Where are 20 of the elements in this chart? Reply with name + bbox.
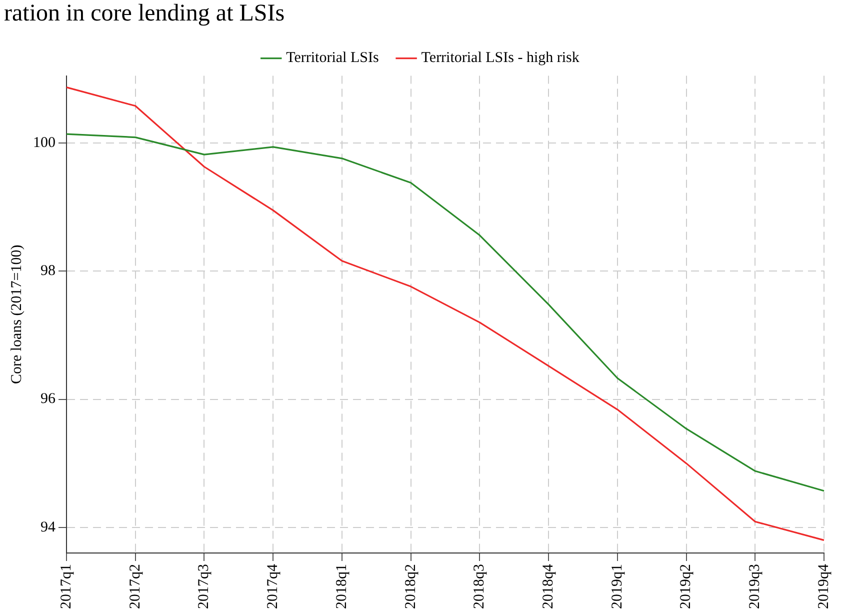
x-tick-label: 2017q4 xyxy=(265,564,282,609)
y-axis-title: Core loans (2017=100) xyxy=(8,244,25,384)
y-tick-label: 94 xyxy=(40,519,56,536)
x-tick-label: 2018q2 xyxy=(402,564,419,609)
x-tick-label: 2019q1 xyxy=(609,564,626,609)
chart-title: ration in core lending at LSIs xyxy=(4,0,285,27)
legend-label: Territorial LSIs xyxy=(286,50,379,66)
x-tick-label: 2019q4 xyxy=(816,564,832,609)
legend-label: Territorial LSIs - high risk xyxy=(421,50,580,66)
x-tick-label: 2018q1 xyxy=(334,564,350,609)
x-tick-label: 2018q4 xyxy=(540,564,556,609)
y-tick-label: 98 xyxy=(40,263,56,280)
x-tick-label: 2019q2 xyxy=(678,564,694,609)
y-tick-label: 96 xyxy=(40,391,56,408)
y-tick-label: 100 xyxy=(33,134,56,151)
x-tick-label: 2017q2 xyxy=(127,564,144,609)
x-tick-label: 2019q3 xyxy=(747,564,764,609)
x-tick-label: 2017q3 xyxy=(196,564,212,609)
x-tick-label: 2018q3 xyxy=(472,564,488,609)
x-tick-label: 2017q1 xyxy=(58,564,74,609)
